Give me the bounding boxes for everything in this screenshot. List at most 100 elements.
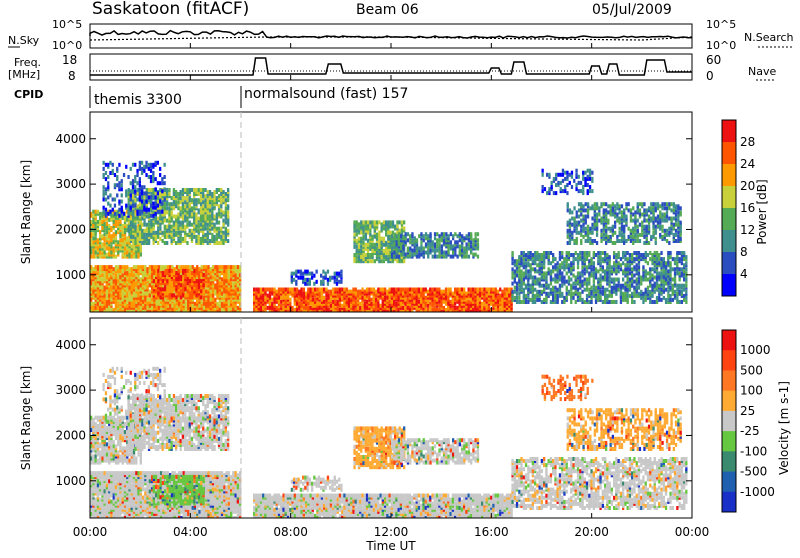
power-cell — [358, 237, 360, 241]
power-cell — [359, 302, 361, 306]
power-cell — [445, 302, 447, 306]
power-cell — [110, 244, 112, 248]
power-cell — [148, 175, 150, 179]
power-cell — [153, 265, 155, 269]
power-cell — [207, 215, 209, 219]
power-cell — [159, 227, 161, 231]
power-cell — [436, 232, 438, 236]
power-cell — [536, 269, 538, 273]
power-cell — [534, 300, 536, 304]
power-cell — [532, 267, 534, 271]
power-cell — [443, 238, 445, 242]
power-cell — [395, 288, 397, 292]
power-cell — [282, 288, 284, 292]
power-cell — [307, 288, 309, 292]
power-cell — [160, 295, 162, 299]
power-cell — [121, 214, 123, 218]
power-cell — [387, 220, 389, 224]
power-cell — [139, 233, 141, 237]
power-cell — [475, 232, 477, 236]
power-cell — [416, 238, 418, 242]
power-cell — [530, 251, 532, 255]
power-cell — [271, 302, 273, 306]
power-cell — [113, 247, 115, 251]
power-cell — [536, 290, 538, 294]
power-cell — [99, 244, 101, 248]
power-cell — [207, 265, 209, 269]
power-cell — [146, 233, 148, 237]
power-cell — [117, 251, 119, 255]
power-cell — [161, 202, 163, 206]
power-cell — [407, 298, 409, 302]
power-cell — [159, 181, 161, 185]
power-cell — [182, 283, 184, 287]
power-cell — [184, 275, 186, 279]
power-cell — [475, 236, 477, 240]
power-cell — [114, 183, 116, 187]
power-cell — [383, 243, 385, 247]
power-cell — [166, 206, 168, 210]
power-cell — [438, 242, 440, 246]
power-cell — [109, 204, 111, 208]
power-cell — [523, 282, 525, 286]
power-cell — [164, 225, 166, 229]
power-cell — [527, 261, 529, 265]
power-cell — [132, 241, 134, 245]
power-cell — [350, 290, 352, 294]
power-cell — [470, 288, 472, 292]
power-cell — [220, 241, 222, 245]
power-cell — [429, 232, 431, 236]
power-cell — [225, 192, 227, 196]
power-cell — [225, 198, 227, 202]
power-cell — [134, 198, 136, 202]
power-cell — [457, 240, 459, 244]
power-cell — [132, 163, 134, 167]
power-cell — [445, 251, 447, 255]
power-cell — [466, 255, 468, 259]
power-cell — [395, 302, 397, 306]
power-cell — [527, 274, 529, 278]
power-cell — [139, 165, 141, 169]
power-cell — [180, 275, 182, 279]
power-cell — [280, 304, 282, 308]
power-cell — [169, 293, 171, 297]
power-cell — [153, 210, 155, 214]
power-cell — [381, 237, 383, 241]
power-cell — [143, 191, 145, 195]
power-cell — [264, 288, 266, 292]
power-cell — [112, 198, 114, 202]
power-cell — [134, 175, 136, 179]
power-cell — [136, 169, 138, 173]
power-cell — [337, 294, 339, 298]
power-cell — [443, 251, 445, 255]
power-cell — [164, 291, 166, 295]
power-cell — [200, 279, 202, 283]
power-cell — [477, 232, 479, 236]
power-cell — [222, 235, 224, 239]
power-cell — [191, 229, 193, 233]
power-cell — [200, 188, 202, 192]
power-cell — [159, 215, 161, 219]
power-cell — [374, 259, 376, 263]
power-cell — [105, 163, 107, 167]
power-cell — [187, 285, 189, 289]
power-cell — [116, 167, 118, 171]
power-cell — [409, 240, 411, 244]
power-cell — [115, 265, 117, 269]
power-cell — [157, 241, 159, 245]
power-cell — [149, 265, 151, 269]
power-cell — [195, 239, 197, 243]
power-cell — [409, 234, 411, 238]
power-cell — [328, 308, 330, 312]
power-cell — [237, 265, 239, 269]
power-cell — [378, 231, 380, 235]
power-cell — [137, 265, 139, 269]
power-cell — [175, 227, 177, 231]
power-cell — [434, 242, 436, 246]
power-cell — [142, 292, 144, 296]
power-cell — [411, 306, 413, 310]
power-cell — [202, 192, 204, 196]
power-cell — [122, 230, 124, 234]
power-cell — [189, 273, 191, 277]
power-cell — [237, 306, 239, 310]
